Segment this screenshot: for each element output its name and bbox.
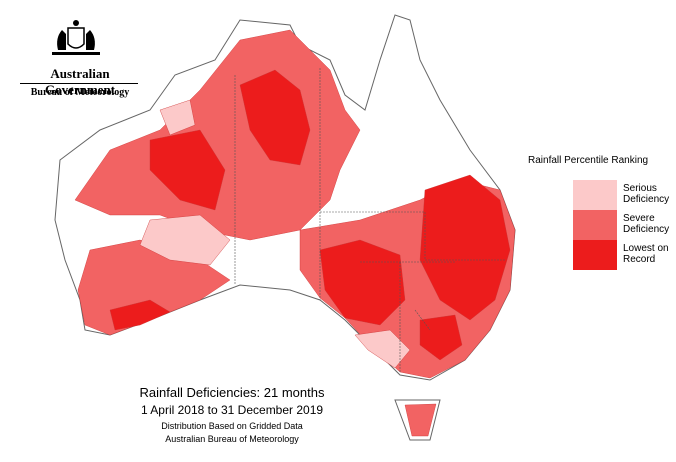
caption-period: 1 April 2018 to 31 December 2019	[140, 403, 324, 417]
deficiency-region	[239, 69, 311, 166]
legend-swatch	[573, 210, 617, 240]
crest	[20, 20, 138, 84]
deficiency-region	[354, 329, 411, 369]
deficiency-region	[149, 129, 226, 211]
deficiency-region	[139, 214, 231, 266]
legend-title: Rainfall Percentile Ranking	[528, 155, 649, 166]
deficiency-region	[159, 99, 196, 136]
caption-note: Distribution Based on Gridded Data	[161, 421, 303, 431]
deficiency-region	[404, 403, 437, 437]
deficiency-region	[419, 174, 511, 321]
deficiency-region	[419, 314, 463, 361]
agency-name: Bureau of Meteorology	[30, 87, 130, 98]
legend-label: Lowest on Record	[623, 243, 669, 265]
legend-swatch	[573, 180, 617, 210]
legend-swatch	[573, 240, 617, 270]
state-border	[234, 68, 505, 372]
caption-title: Rainfall Deficiencies: 21 months	[139, 385, 325, 400]
deficiency-region	[319, 239, 406, 326]
government-name: Australian Government	[44, 66, 116, 97]
legend-label: Severe Deficiency	[623, 213, 670, 235]
legend-label: Serious Deficiency	[623, 183, 670, 205]
caption-source: Australian Bureau of Meteorology	[165, 434, 299, 444]
deficiency-region	[109, 299, 171, 331]
